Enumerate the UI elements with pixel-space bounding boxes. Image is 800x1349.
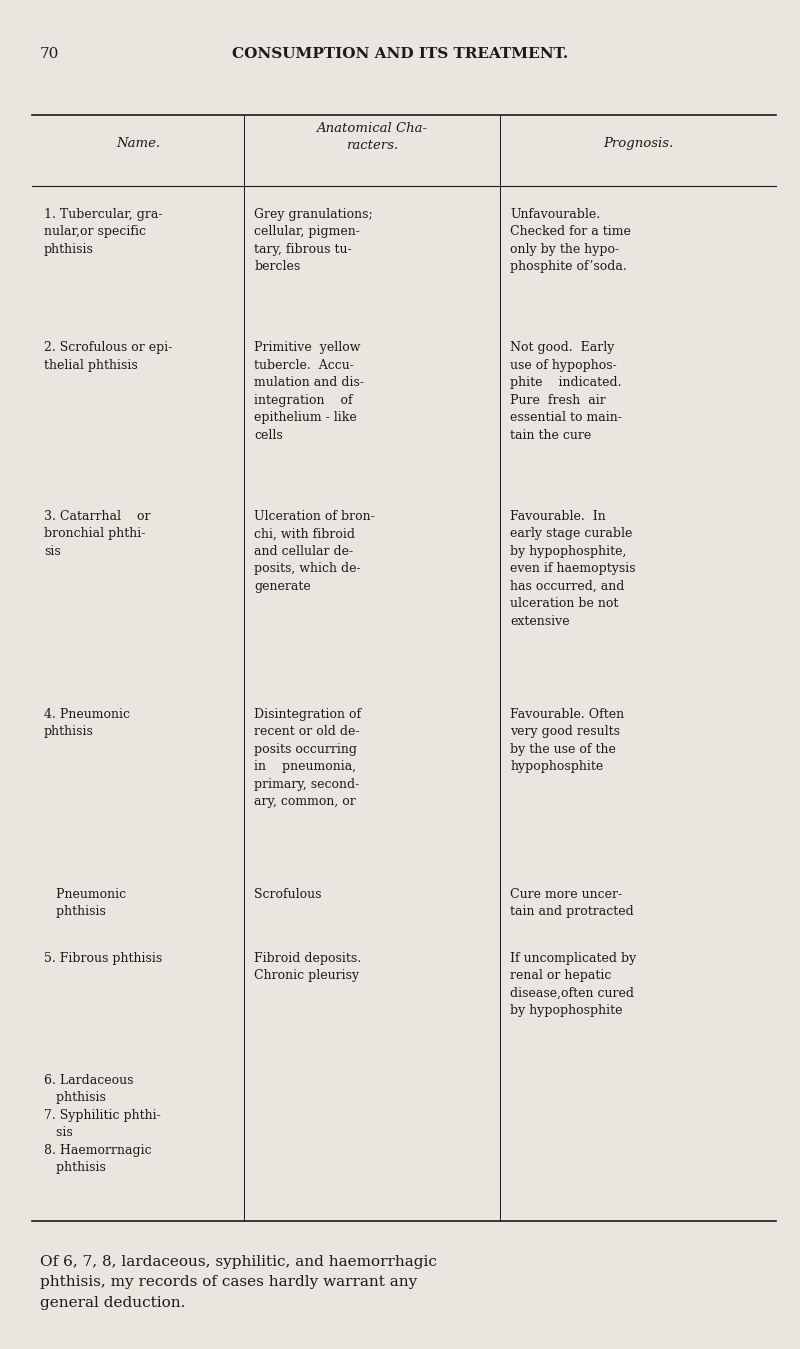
Text: Favourable. Often
very good results
by the use of the
hypophosphite: Favourable. Often very good results by t…: [510, 708, 625, 773]
Text: 5. Fibrous phthisis: 5. Fibrous phthisis: [44, 951, 162, 965]
Text: 1. Tubercular, gra-
nular,or specific
phthisis: 1. Tubercular, gra- nular,or specific ph…: [44, 208, 162, 256]
Text: Scrofulous: Scrofulous: [254, 888, 322, 901]
Text: Fibroid deposits.
Chronic pleurisy: Fibroid deposits. Chronic pleurisy: [254, 951, 362, 982]
Text: Grey granulations;
cellular, pigmen-
tary, fibrous tu-
bercles: Grey granulations; cellular, pigmen- tar…: [254, 208, 373, 274]
Text: CONSUMPTION AND ITS TREATMENT.: CONSUMPTION AND ITS TREATMENT.: [232, 47, 568, 61]
Text: 2. Scrofulous or epi-
thelial phthisis: 2. Scrofulous or epi- thelial phthisis: [44, 341, 172, 372]
Text: Of 6, 7, 8, lardaceous, syphilitic, and haemorrhagic
phthisis, my records of cas: Of 6, 7, 8, lardaceous, syphilitic, and …: [40, 1255, 437, 1310]
Text: Name.: Name.: [116, 138, 160, 150]
Text: 6. Lardaceous
   phthisis
7. Syphilitic phthi-
   sis
8. Haemorrnagic
   phthisi: 6. Lardaceous phthisis 7. Syphilitic pht…: [44, 1074, 161, 1174]
Text: Prognosis.: Prognosis.: [603, 138, 673, 150]
Text: 3. Catarrhal    or
bronchial phthi-
sis: 3. Catarrhal or bronchial phthi- sis: [44, 510, 150, 558]
Text: 4. Pneumonic
phthisis: 4. Pneumonic phthisis: [44, 708, 130, 738]
Text: Not good.  Early
use of hypophos-
phite    indicated.
Pure  fresh  air
essential: Not good. Early use of hypophos- phite i…: [510, 341, 622, 442]
Text: Primitive  yellow
tubercle.  Accu-
mulation and dis-
integration    of
epitheliu: Primitive yellow tubercle. Accu- mulatio…: [254, 341, 364, 442]
Text: Favourable.  In
early stage curable
by hypophosphite,
even if haemoptysis
has oc: Favourable. In early stage curable by hy…: [510, 510, 636, 629]
Text: Cure more uncer-
tain and protracted: Cure more uncer- tain and protracted: [510, 888, 634, 919]
Text: If uncomplicated by
renal or hepatic
disease,often cured
by hypophosphite: If uncomplicated by renal or hepatic dis…: [510, 951, 637, 1017]
Text: Pneumonic
   phthisis: Pneumonic phthisis: [44, 888, 126, 919]
Text: Ulceration of bron-
chi, with fibroid
and cellular de-
posits, which de-
generat: Ulceration of bron- chi, with fibroid an…: [254, 510, 375, 594]
Text: 70: 70: [40, 47, 59, 61]
Text: Unfavourable.
Checked for a time
only by the hypo-
phosphite of’soda.: Unfavourable. Checked for a time only by…: [510, 208, 631, 274]
Text: Anatomical Cha-
racters.: Anatomical Cha- racters.: [317, 121, 427, 152]
Text: Disintegration of
recent or old de-
posits occurring
in    pneumonia,
primary, s: Disintegration of recent or old de- posi…: [254, 708, 362, 808]
